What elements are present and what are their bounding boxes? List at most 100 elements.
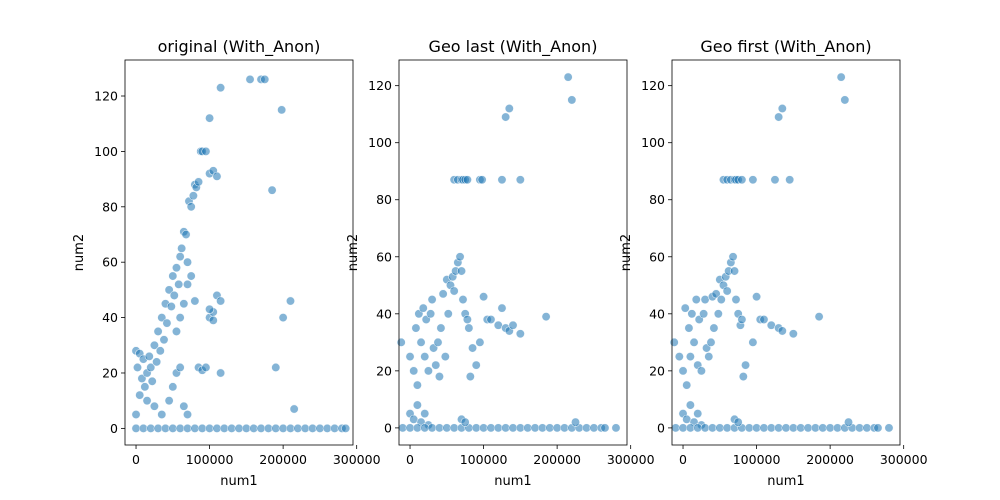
scatter-point (788, 329, 798, 339)
scatter-point (563, 72, 573, 82)
scatter-point (245, 74, 255, 84)
scatter-point (777, 326, 787, 336)
chart-title: Geo first (With_Anon) (700, 37, 871, 57)
scatter-point (179, 299, 189, 309)
scatter-point (144, 351, 154, 361)
scatter-point (687, 309, 697, 319)
y-tick-label: 60 (102, 255, 118, 270)
scatter-point (175, 313, 185, 323)
scatter-point (175, 252, 185, 262)
y-tick-label: 120 (641, 78, 665, 93)
scatter-point (814, 312, 824, 322)
y-tick-label: 60 (649, 249, 665, 264)
scatter-point (341, 423, 351, 433)
axes-frame (124, 59, 354, 446)
chart-panel-3: 0 100000 200000 300000 0 20 40 60 80 100 120 Geo fi… (619, 37, 928, 489)
scatter-point (436, 323, 446, 333)
y-tick-label: 40 (102, 310, 118, 325)
scatter-point (171, 326, 181, 336)
y-tick-label: 100 (94, 144, 118, 159)
x-tick-label: 0 (406, 452, 414, 467)
y-axis-label: num2 (619, 234, 634, 271)
scatter-point (201, 146, 211, 156)
scatter-point (277, 105, 287, 115)
scatter-point (748, 175, 758, 185)
y-axis-label: num2 (72, 234, 87, 271)
scatter-point (423, 366, 433, 376)
scatter-point (159, 335, 169, 345)
scatter-point (418, 303, 428, 313)
scatter-point (438, 289, 448, 299)
scatter-point (205, 304, 215, 314)
scatter-point (504, 103, 514, 113)
scatter-point (190, 296, 200, 306)
scatter-point (153, 326, 163, 336)
y-tick-label: 40 (376, 306, 392, 321)
scatter-point (157, 313, 167, 323)
scatter-point (611, 423, 621, 433)
y-tick-label: 0 (657, 420, 665, 435)
y-axis-label: num2 (346, 234, 361, 271)
x-tick-label: 300000 (607, 452, 655, 467)
scatter-point (457, 266, 467, 276)
scatter-point (420, 409, 430, 419)
y-tick-label: 120 (368, 78, 392, 93)
y-tick-label: 0 (384, 420, 392, 435)
scatter-point (205, 113, 215, 123)
scatter-point (146, 362, 156, 372)
scatter-point (464, 323, 474, 333)
scatter-point (201, 362, 211, 372)
scatter-point (149, 340, 159, 350)
scatter-point (183, 279, 193, 289)
scatter-point (844, 417, 854, 427)
scatter-point (836, 72, 846, 82)
x-tick-label: 300000 (880, 452, 928, 467)
y-tick-label: 40 (649, 306, 665, 321)
scatter-point (412, 380, 422, 390)
scatter-point (685, 352, 695, 362)
scatter-point (157, 410, 167, 420)
scatter-point (216, 83, 226, 93)
scatter-point (183, 410, 193, 420)
y-tick-label: 80 (649, 192, 665, 207)
scatter-point (462, 175, 472, 185)
scatter-point (731, 295, 741, 305)
scatter-point (716, 295, 726, 305)
x-tick-label: 200000 (806, 452, 854, 467)
scatter-point (396, 337, 406, 347)
scatter-point (411, 323, 421, 333)
x-tick-label: 200000 (259, 452, 307, 467)
x-tick-label: 0 (679, 452, 687, 467)
scatter-point (183, 257, 193, 267)
x-axis-label: num1 (220, 474, 257, 489)
scatter-point (278, 313, 288, 323)
chart-panel-1: 0 100000 200000 300000 0 20 40 60 80 100 120 origin… (72, 37, 381, 489)
scatter-point (497, 303, 507, 313)
x-tick-label: 100000 (460, 452, 508, 467)
scatter-point (169, 290, 179, 300)
scatter-point (477, 175, 487, 185)
scatter-point (455, 252, 465, 262)
scatter-point (682, 380, 692, 390)
scatter-point (171, 263, 181, 273)
scatter-point (471, 360, 481, 370)
scatter-point (433, 337, 443, 347)
scatter-point (416, 337, 426, 347)
scatter-point (465, 372, 475, 382)
scatter-point (669, 337, 679, 347)
scatter-point (208, 315, 218, 325)
scatter-point (674, 352, 684, 362)
x-tick-label: 0 (132, 452, 140, 467)
scatter-point (186, 202, 196, 212)
scatter-point (174, 279, 184, 289)
scatter-point (212, 171, 222, 181)
scatter-point (405, 352, 415, 362)
scatter-point (728, 252, 738, 262)
scatter-point (699, 309, 709, 319)
scatter-point (420, 352, 430, 362)
scatter-point (175, 362, 185, 372)
scatter-point (759, 315, 769, 325)
y-tick-label: 20 (376, 363, 392, 378)
scatter-point (770, 175, 780, 185)
